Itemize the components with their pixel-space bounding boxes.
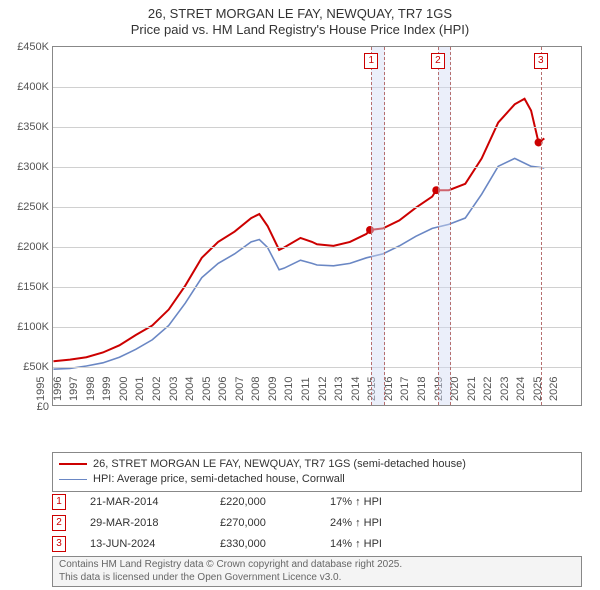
pct-suffix: HPI bbox=[361, 538, 382, 550]
numbered-marker: 1 bbox=[364, 53, 378, 69]
pct-value: 14% bbox=[330, 538, 352, 550]
pct-suffix: HPI bbox=[361, 517, 382, 529]
y-axis-label: £350K bbox=[3, 121, 53, 133]
x-axis-label: 2011 bbox=[300, 377, 312, 405]
chart-title: 26, STRET MORGAN LE FAY, NEWQUAY, TR7 1G… bbox=[0, 0, 600, 39]
gridline-h bbox=[53, 287, 581, 288]
x-axis-label: 2012 bbox=[317, 377, 329, 405]
transaction-pct: 14% ↑ HPI bbox=[330, 538, 382, 550]
x-axis-label: 2026 bbox=[548, 377, 560, 405]
chart-svg bbox=[53, 47, 581, 405]
y-axis-label: £250K bbox=[3, 201, 53, 213]
transaction-row: 1 21-MAR-2014 £220,000 17% ↑ HPI bbox=[52, 494, 382, 510]
transaction-row: 2 29-MAR-2018 £270,000 24% ↑ HPI bbox=[52, 515, 382, 531]
legend-item: HPI: Average price, semi-detached house,… bbox=[59, 472, 575, 487]
x-axis-label: 2000 bbox=[118, 377, 130, 405]
event-vline bbox=[541, 47, 542, 405]
chart-container: 26, STRET MORGAN LE FAY, NEWQUAY, TR7 1G… bbox=[0, 0, 600, 590]
gridline-h bbox=[53, 207, 581, 208]
x-axis-label: 1998 bbox=[85, 377, 97, 405]
x-axis-label: 2009 bbox=[267, 377, 279, 405]
legend-swatch bbox=[59, 479, 87, 480]
gridline-h bbox=[53, 167, 581, 168]
x-axis-label: 1999 bbox=[101, 377, 113, 405]
x-axis-label: 2006 bbox=[217, 377, 229, 405]
x-axis-label: 2021 bbox=[466, 377, 478, 405]
gridline-h bbox=[53, 247, 581, 248]
x-axis-label: 1997 bbox=[68, 377, 80, 405]
x-axis-label: 2013 bbox=[333, 377, 345, 405]
footer-attribution: Contains HM Land Registry data © Crown c… bbox=[52, 556, 582, 587]
x-axis-label: 1996 bbox=[52, 377, 64, 405]
footer-line-2: This data is licensed under the Open Gov… bbox=[59, 572, 575, 585]
x-axis-label: 2005 bbox=[201, 377, 213, 405]
plot-area: £0£50K£100K£150K£200K£250K£300K£350K£400… bbox=[52, 46, 582, 406]
transaction-date: 29-MAR-2018 bbox=[90, 517, 220, 529]
y-axis-label: £300K bbox=[3, 161, 53, 173]
pct-suffix: HPI bbox=[361, 496, 382, 508]
gridline-h bbox=[53, 127, 581, 128]
x-axis-label: 2022 bbox=[482, 377, 494, 405]
x-axis-label: 2008 bbox=[250, 377, 262, 405]
legend-label: HPI: Average price, semi-detached house,… bbox=[93, 472, 345, 487]
x-axis-label: 2017 bbox=[399, 377, 411, 405]
y-axis-label: £100K bbox=[3, 321, 53, 333]
legend-swatch bbox=[59, 463, 87, 465]
y-axis-label: £200K bbox=[3, 241, 53, 253]
transaction-date: 21-MAR-2014 bbox=[90, 496, 220, 508]
x-axis-label: 2002 bbox=[151, 377, 163, 405]
x-axis-label: 2010 bbox=[283, 377, 295, 405]
transactions-table: 1 21-MAR-2014 £220,000 17% ↑ HPI 2 29-MA… bbox=[52, 494, 382, 557]
x-axis-label: 2007 bbox=[234, 377, 246, 405]
transaction-price: £220,000 bbox=[220, 496, 330, 508]
y-axis-label: £50K bbox=[3, 361, 53, 373]
gridline-h bbox=[53, 327, 581, 328]
x-axis-label: 2014 bbox=[350, 377, 362, 405]
gridline-h bbox=[53, 367, 581, 368]
transaction-marker: 3 bbox=[52, 536, 66, 552]
transaction-price: £270,000 bbox=[220, 517, 330, 529]
legend-label: 26, STRET MORGAN LE FAY, NEWQUAY, TR7 1G… bbox=[93, 457, 466, 472]
legend-box: 26, STRET MORGAN LE FAY, NEWQUAY, TR7 1G… bbox=[52, 452, 582, 492]
x-axis-label: 2003 bbox=[168, 377, 180, 405]
pct-value: 17% bbox=[330, 496, 352, 508]
transaction-pct: 17% ↑ HPI bbox=[330, 496, 382, 508]
numbered-marker: 2 bbox=[431, 53, 445, 69]
y-axis-label: £450K bbox=[3, 41, 53, 53]
title-line-2: Price paid vs. HM Land Registry's House … bbox=[0, 22, 600, 38]
shaded-band bbox=[438, 47, 451, 405]
y-axis-label: £150K bbox=[3, 281, 53, 293]
numbered-marker: 3 bbox=[534, 53, 548, 69]
gridline-h bbox=[53, 87, 581, 88]
transaction-price: £330,000 bbox=[220, 538, 330, 550]
legend-item: 26, STRET MORGAN LE FAY, NEWQUAY, TR7 1G… bbox=[59, 457, 575, 472]
shaded-band bbox=[371, 47, 385, 405]
series-line bbox=[53, 99, 544, 362]
x-axis-label: 2023 bbox=[499, 377, 511, 405]
x-axis-label: 2024 bbox=[515, 377, 527, 405]
x-axis-label: 2025 bbox=[532, 377, 544, 405]
transaction-row: 3 13-JUN-2024 £330,000 14% ↑ HPI bbox=[52, 536, 382, 552]
transaction-pct: 24% ↑ HPI bbox=[330, 517, 382, 529]
x-axis-label: 2004 bbox=[184, 377, 196, 405]
x-axis-label: 2018 bbox=[416, 377, 428, 405]
x-axis-label: 2001 bbox=[134, 377, 146, 405]
pct-value: 24% bbox=[330, 517, 352, 529]
transaction-marker: 2 bbox=[52, 515, 66, 531]
transaction-date: 13-JUN-2024 bbox=[90, 538, 220, 550]
series-line bbox=[53, 158, 544, 369]
y-axis-label: £400K bbox=[3, 81, 53, 93]
title-line-1: 26, STRET MORGAN LE FAY, NEWQUAY, TR7 1G… bbox=[0, 6, 600, 22]
x-axis-label: 1995 bbox=[35, 377, 47, 405]
transaction-marker: 1 bbox=[52, 494, 66, 510]
footer-line-1: Contains HM Land Registry data © Crown c… bbox=[59, 559, 575, 572]
